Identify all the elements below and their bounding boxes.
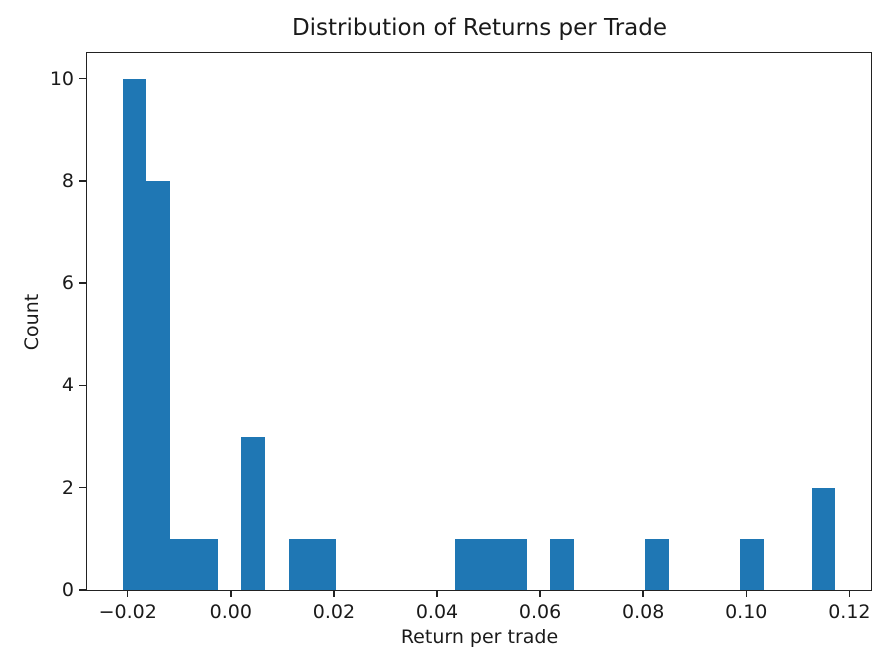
y-tick-mark (78, 77, 86, 80)
y-tick-mark (78, 282, 86, 284)
histogram-bar (193, 538, 218, 590)
histogram-bar (550, 538, 575, 590)
histogram-bar (122, 78, 147, 590)
y-tick-label: 4 (61, 374, 74, 397)
x-tick-label: 0.12 (828, 601, 871, 623)
chart-title: Distribution of Returns per Trade (291, 15, 668, 41)
x-tick-label: 0.08 (622, 601, 665, 623)
x-tick-mark (230, 590, 232, 597)
y-tick-mark (78, 486, 86, 489)
y-tick-mark (78, 384, 86, 387)
x-tick-mark (642, 590, 644, 597)
y-tick-label: 0 (61, 579, 74, 601)
x-tick-mark (436, 590, 438, 597)
histogram-bar (811, 487, 836, 590)
x-tick-label: 0.06 (518, 601, 562, 623)
y-axis-label: Count (21, 293, 43, 351)
histogram-bar (241, 436, 266, 590)
y-tick-mark (78, 589, 86, 591)
histogram-bar (288, 538, 313, 590)
y-tick-mark (78, 180, 86, 182)
histogram-bar (312, 538, 337, 590)
histogram-bar (170, 538, 194, 590)
x-tick-label: 0.10 (725, 601, 768, 623)
x-tick-label: 0.04 (415, 601, 459, 623)
x-tick-mark (126, 590, 129, 597)
x-tick-mark (539, 590, 541, 597)
histogram-bar (479, 538, 503, 590)
x-tick-mark (333, 590, 335, 597)
histogram-bar (645, 538, 670, 590)
histogram-bar (740, 538, 765, 590)
x-tick-label: 0.00 (209, 601, 252, 623)
y-tick-label: 8 (61, 169, 74, 192)
histogram-bar (502, 538, 527, 590)
histogram-bar (455, 538, 479, 590)
x-tick-mark (848, 590, 851, 597)
x-tick-label: 0.02 (312, 601, 356, 623)
x-tick-mark (745, 590, 747, 597)
histogram-bar (146, 180, 171, 590)
y-tick-label: 2 (61, 476, 74, 499)
x-tick-label: −0.02 (98, 601, 157, 623)
y-tick-label: 6 (61, 272, 74, 295)
x-axis-label: Return per trade (400, 626, 559, 648)
y-tick-label: 10 (49, 67, 74, 90)
plot-area: −0.02 0.00 0.02 0.04 0.06 0.08 0.10 0.12 0 2 4 6 8 10 (50, 52, 872, 623)
